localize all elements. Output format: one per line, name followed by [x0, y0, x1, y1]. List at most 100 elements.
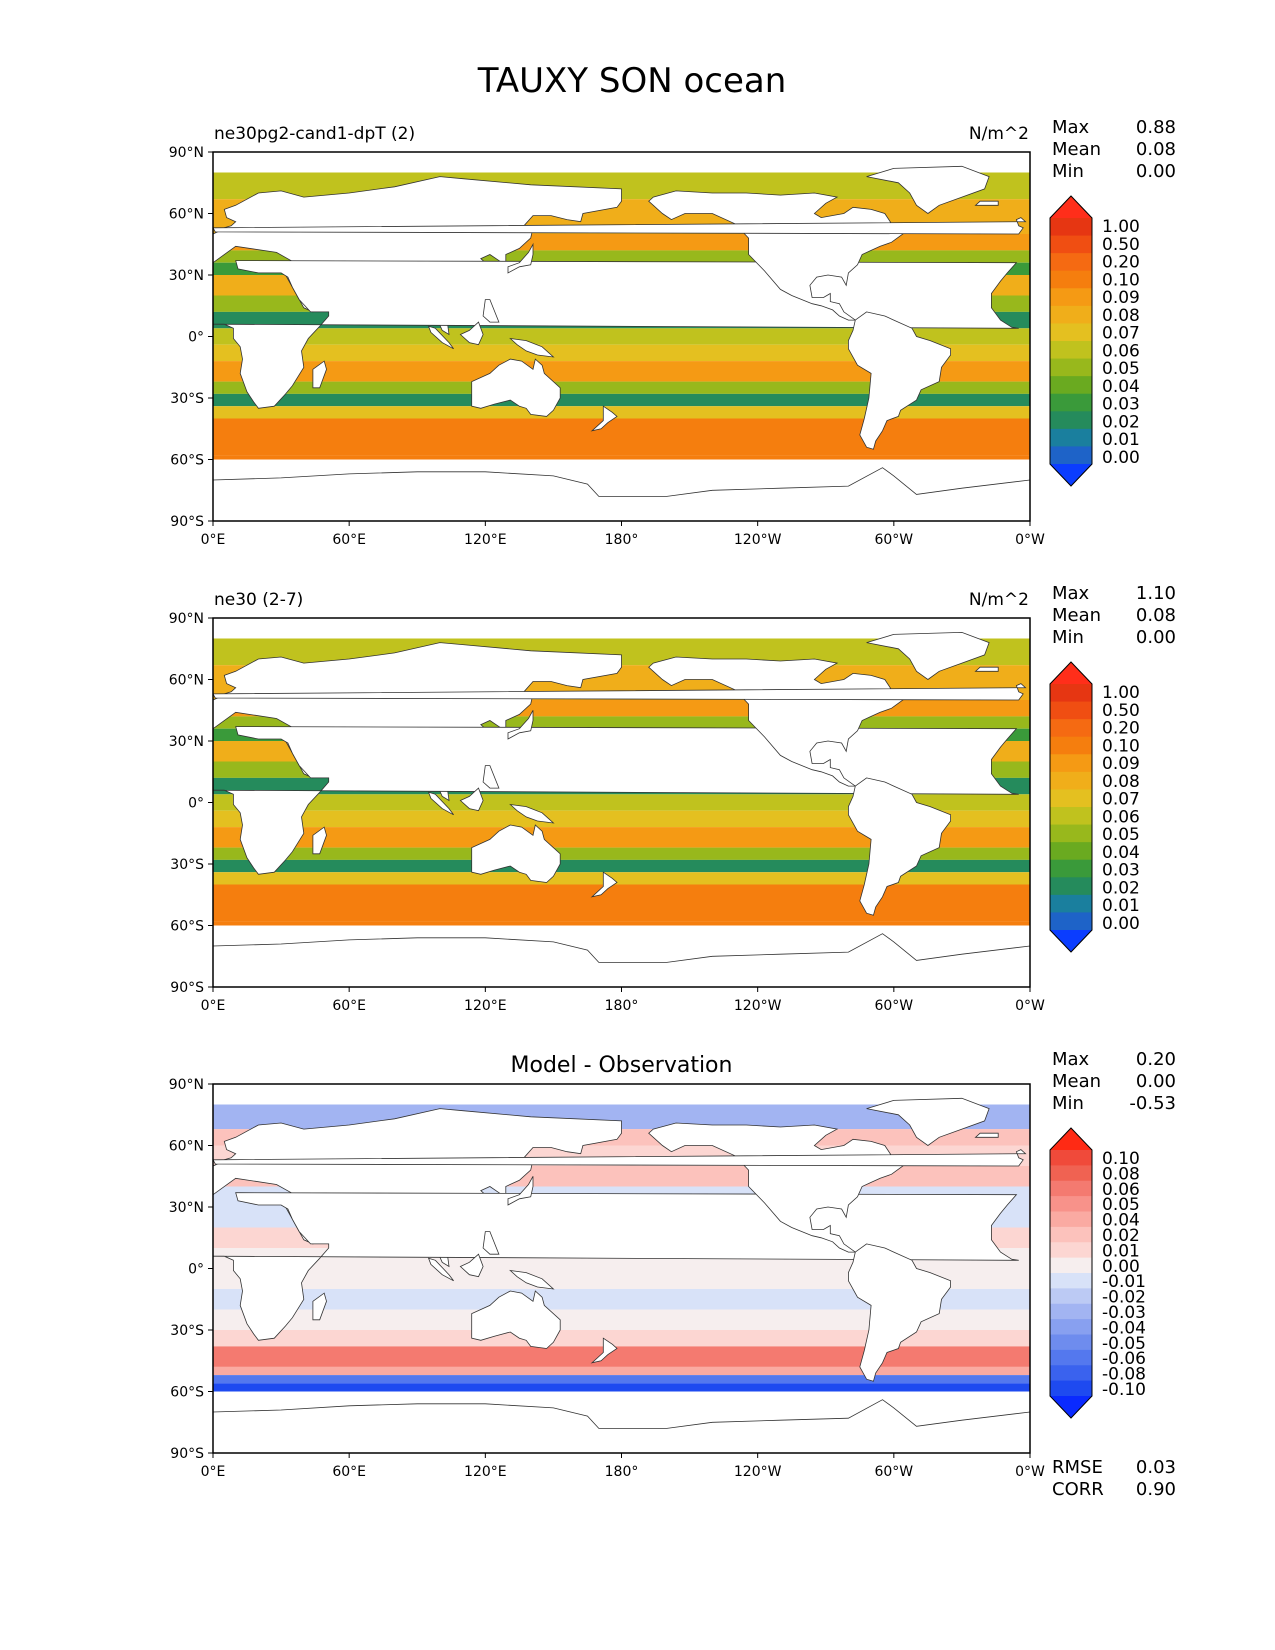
colorbar-tick-label: 0.03: [1102, 861, 1140, 881]
colorbar-tick-label: 0.05: [1102, 1195, 1140, 1215]
stat-label: Mean: [1052, 139, 1101, 160]
colorbar-segment: [1050, 1303, 1092, 1320]
colorbar-segment: [1050, 411, 1092, 430]
y-tick-label: 90°N: [169, 1077, 204, 1093]
colorbar-tick-label: -0.01: [1102, 1272, 1146, 1292]
colorbar-tick-label: -0.02: [1102, 1288, 1146, 1308]
colorbar-tick-label: 0.09: [1102, 754, 1140, 774]
coastline-madagascar: [312, 360, 327, 389]
colorbar-tick-label: 0.04: [1102, 1211, 1140, 1231]
stat-label: Min: [1052, 161, 1084, 182]
stat-label: Mean: [1052, 605, 1101, 626]
coastline-philippines: [482, 765, 500, 789]
colorbar-tick-label: 0.08: [1102, 1164, 1140, 1184]
colorbar-tick-label: 1.00: [1102, 683, 1140, 703]
y-tick-label: 90°S: [170, 514, 204, 530]
stat-footer-value: 0.03: [1136, 1457, 1176, 1478]
colorbar-tick-label: 0.10: [1102, 736, 1140, 756]
y-tick-label: 30°N: [169, 268, 204, 284]
colorbar-segment: [1050, 428, 1092, 447]
coastline-borneo: [459, 321, 484, 346]
coastline-antarctica: [213, 1399, 1030, 1453]
colorbar-tick-label: 0.05: [1102, 359, 1140, 379]
colorbar-segment: [1050, 1150, 1092, 1166]
colorbar-segment: [1050, 894, 1092, 913]
coastline-japan: [507, 710, 534, 740]
field-band: [213, 418, 1030, 456]
x-tick-label: 120°W: [734, 998, 782, 1014]
colorbar-tick-label: -0.03: [1102, 1303, 1146, 1323]
stat-value: -0.53: [1129, 1093, 1176, 1114]
colorbar-segment: [1050, 824, 1092, 843]
field-band: [213, 827, 1030, 848]
colorbar-extend-min: [1050, 1396, 1092, 1418]
coastline-greenland: [866, 165, 990, 214]
panel-left-title: ne30pg2-cand1-dpT (2): [214, 124, 415, 144]
panel-center-title: Model - Observation: [511, 1053, 733, 1078]
colorbar-segment: [1050, 305, 1092, 324]
stat-value: 0.08: [1136, 139, 1176, 160]
field-band: [213, 847, 1030, 860]
field-band: [213, 810, 1030, 828]
colorbar-tick-label: -0.10: [1102, 1380, 1146, 1400]
coastline-antarctica: [213, 467, 1030, 521]
colorbar-tick-label: 0.08: [1102, 772, 1140, 792]
coastline-australia: [471, 1290, 561, 1349]
field-band: [213, 381, 1030, 394]
coastline-nz: [590, 1337, 618, 1364]
y-tick-label: 60°S: [170, 1385, 204, 1401]
coastline-greenland: [866, 631, 990, 680]
colorbar-segment: [1050, 393, 1092, 412]
map-field: [213, 631, 1030, 987]
coastline-sumatra: [427, 791, 454, 816]
y-tick-label: 90°S: [170, 980, 204, 996]
field-band: [213, 872, 1030, 885]
x-tick-label: 0°E: [201, 532, 226, 548]
field-band: [213, 1289, 1030, 1310]
colorbar-segment: [1050, 253, 1092, 272]
colorbar-outline: [1049, 661, 1093, 953]
colorbar: 0.000.010.020.030.040.050.060.070.080.09…: [1049, 195, 1140, 487]
x-tick-label: 180°: [605, 532, 639, 548]
colorbar-tick-label: 0.06: [1102, 1180, 1140, 1200]
colorbar-segment: [1050, 859, 1092, 878]
stat-value: 0.00: [1136, 161, 1176, 182]
coastline-newguinea: [509, 337, 555, 358]
coastline-samerica: [848, 777, 951, 916]
stat-label: Max: [1052, 117, 1090, 138]
x-tick-label: 120°E: [464, 998, 507, 1014]
coastline-borneo: [459, 1253, 484, 1278]
x-tick-label: 120°E: [464, 532, 507, 548]
colorbar-segment: [1050, 446, 1092, 465]
colorbar-segment: [1050, 807, 1092, 826]
coastline-uk: [213, 683, 1027, 701]
colorbar-segment: [1050, 288, 1092, 307]
colorbar-tick-label: 0.06: [1102, 341, 1140, 361]
stat-label: Min: [1052, 627, 1084, 648]
colorbar-segment: [1050, 789, 1092, 808]
y-tick-label: 60°N: [169, 673, 204, 689]
field-band: [213, 884, 1030, 922]
field-band: [213, 1346, 1030, 1367]
x-tick-label: 180°: [605, 998, 639, 1014]
stat-footer-value: 0.90: [1136, 1479, 1176, 1500]
coastline-madagascar: [312, 826, 327, 855]
colorbar-segment: [1050, 1380, 1092, 1397]
colorbar-tick-label: 0.20: [1102, 253, 1140, 273]
colorbar-segment: [1050, 235, 1092, 254]
colorbar-tick-label: 1.00: [1102, 217, 1140, 237]
coastline-philippines: [482, 1231, 500, 1255]
colorbar-segment: [1050, 754, 1092, 773]
colorbar-tick-label: 0.06: [1102, 807, 1140, 827]
stat-value: 1.10: [1136, 583, 1176, 604]
x-tick-label: 60°W: [874, 532, 913, 548]
y-tick-label: 60°S: [170, 453, 204, 469]
field-band: [213, 921, 1030, 926]
colorbar-segment: [1050, 877, 1092, 896]
colorbar-tick-label: 0.10: [1102, 1149, 1140, 1169]
colorbar-tick-label: 0.01: [1102, 430, 1140, 450]
colorbar-segment: [1050, 1288, 1092, 1305]
colorbar-tick-label: 0.01: [1102, 1241, 1140, 1261]
colorbar-tick-label: 0.07: [1102, 324, 1140, 344]
